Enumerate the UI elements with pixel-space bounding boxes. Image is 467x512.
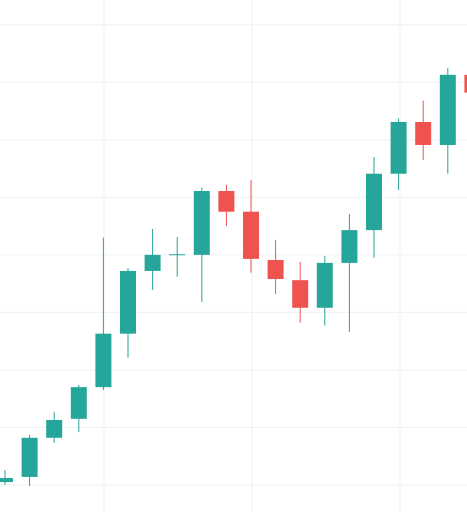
candle-body [267, 260, 284, 280]
candle-body [218, 190, 235, 212]
candle-body [341, 230, 358, 263]
candle-body [144, 254, 161, 271]
candle-body [46, 419, 63, 438]
candle-body [292, 280, 309, 308]
candle-body [390, 121, 407, 174]
candle-body [0, 478, 13, 483]
candle-body [366, 173, 382, 231]
candle-body [95, 333, 112, 388]
candle-body [415, 121, 432, 145]
candle-body [120, 270, 136, 334]
candle-body [464, 74, 467, 93]
candle-body [169, 254, 186, 256]
candle-body [243, 211, 259, 259]
candle-body [316, 262, 333, 308]
candle-body [21, 437, 38, 477]
candle-body [193, 190, 210, 255]
candle-body [70, 387, 87, 419]
candle-body [439, 74, 456, 145]
